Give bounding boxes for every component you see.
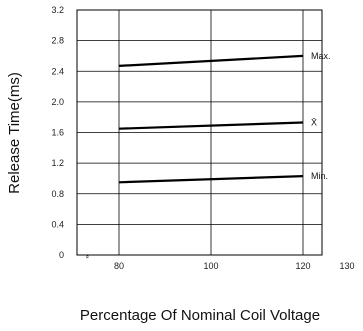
grid-lines [77,10,322,255]
y-tick-labels: 0 0.4 0.8 1.2 1.6 2.0 2.4 2.8 3.2 [51,5,64,260]
series-label: Min. [311,171,328,181]
y-tick-label: 3.2 [51,5,64,15]
x-tick-label: 130 [339,261,354,271]
y-tick-label: 1.2 [51,158,64,168]
x-tick-label: 100 [203,261,218,271]
x-tick-label: 120 [295,261,310,271]
x-tick-label: 80 [114,261,124,271]
series-line [118,54,304,67]
series-label: Max. [311,51,331,61]
series-line [118,175,304,184]
series-labels: Max. X̄ Min. [311,51,331,181]
x-axis-title: Percentage Of Nominal Coil Voltage [80,307,320,324]
y-axis-title: Release Time(ms) [6,72,23,194]
y-tick-label: 2.8 [51,36,64,46]
y-tick-label: 2.4 [51,66,64,76]
series-lines [118,54,304,184]
y-tick-label: 0.4 [51,219,64,229]
series-line [118,121,304,130]
y-tick-label: 0 [59,250,64,260]
axis-break-symbol: ⸗ [86,251,89,261]
series-label: X̄ [311,118,317,128]
y-tick-label: 2.0 [51,97,64,107]
x-tick-labels: 80 100 120 130 [114,261,355,271]
y-tick-label: 0.8 [51,189,64,199]
y-tick-label: 1.6 [51,128,64,138]
